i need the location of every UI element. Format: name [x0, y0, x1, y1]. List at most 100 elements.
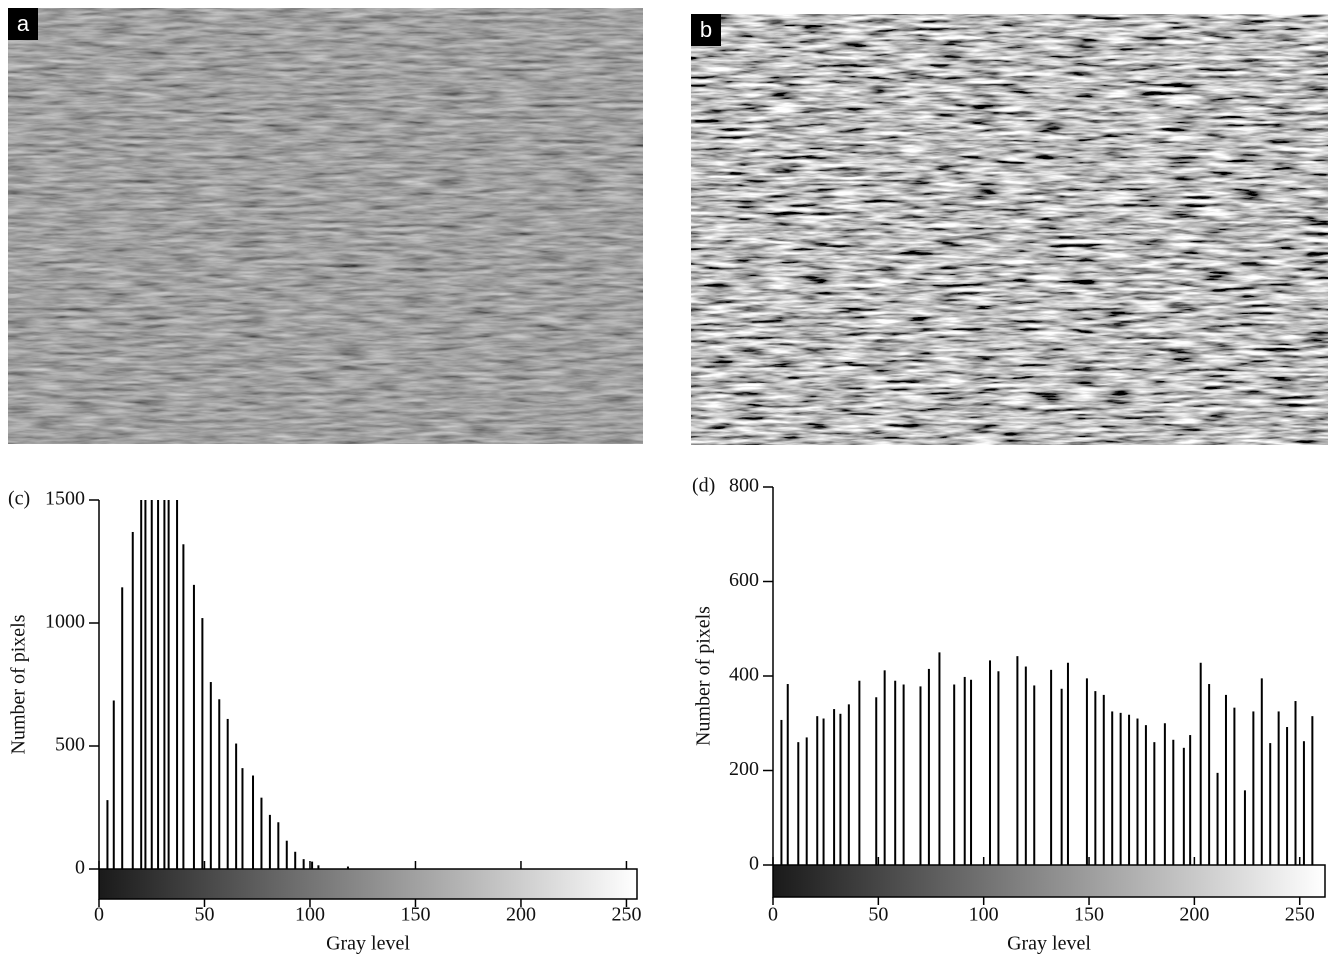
bar: [858, 680, 861, 865]
bar: [1269, 743, 1272, 865]
bar: [1302, 741, 1305, 865]
bar: [786, 684, 789, 865]
bar: [1016, 656, 1019, 865]
y-tick-label: 800: [729, 475, 759, 497]
bar: [192, 584, 195, 869]
x-tick-label: 250: [611, 904, 641, 926]
bar: [144, 500, 147, 869]
y-tick-label: 400: [729, 664, 759, 686]
bar: [1033, 685, 1036, 865]
bar: [106, 800, 109, 869]
bar: [209, 682, 212, 869]
bar: [167, 500, 170, 869]
bar: [1153, 742, 1156, 865]
bar: [927, 668, 930, 865]
bar: [241, 768, 244, 869]
label-box: [691, 14, 721, 46]
bar: [1128, 714, 1131, 865]
bar: [346, 866, 349, 869]
bar: [1224, 694, 1227, 865]
bar: [131, 531, 134, 869]
bar: [997, 671, 1000, 865]
panel-label: (d): [692, 475, 715, 497]
bar: [150, 500, 153, 869]
bar: [121, 587, 124, 869]
x-tick-label: 150: [400, 904, 430, 926]
x-tick-label: 0: [768, 904, 778, 926]
bar: [201, 618, 204, 869]
bar: [235, 743, 238, 869]
image-label: a: [17, 11, 30, 36]
x-tick-label: 100: [969, 904, 999, 926]
bar: [218, 699, 221, 869]
bar: [1085, 678, 1088, 865]
bar: [285, 840, 288, 869]
bar: [875, 697, 878, 865]
bar: [970, 679, 973, 865]
y-tick-label: 200: [729, 758, 759, 780]
bar: [953, 684, 956, 865]
x-tick-label: 100: [295, 904, 325, 926]
bar: [1163, 723, 1166, 865]
bar: [989, 660, 992, 865]
bar: [963, 676, 966, 865]
bar: [1260, 678, 1263, 865]
bar: [833, 709, 836, 865]
bar: [1066, 662, 1069, 865]
bar: [816, 716, 819, 865]
bar: [883, 670, 886, 865]
x-tick-label: 250: [1285, 904, 1315, 926]
bar: [1277, 711, 1280, 865]
panel-label: (c): [8, 488, 30, 510]
y-tick-label: 500: [55, 734, 85, 756]
bar: [1094, 691, 1097, 865]
y-axis-title: Number of pixels: [693, 606, 715, 746]
bar: [182, 544, 185, 869]
y-tick-label: 0: [749, 853, 759, 875]
bar: [1182, 747, 1185, 865]
x-tick-label: 50: [194, 904, 214, 926]
ultrasound-image: [8, 8, 643, 444]
y-tick-label: 0: [75, 857, 85, 879]
bar: [1102, 694, 1105, 865]
bar: [938, 652, 941, 865]
bar: [302, 859, 305, 869]
colorbar: [772, 864, 1326, 898]
bar: [140, 500, 143, 869]
image-label: b: [700, 17, 712, 42]
bar: [317, 865, 320, 869]
x-tick-label: 50: [868, 904, 888, 926]
bar: [1189, 735, 1192, 865]
bar: [1208, 684, 1211, 865]
y-tick-label: 1500: [45, 488, 85, 510]
bar: [1172, 739, 1175, 865]
bar: [1216, 772, 1219, 865]
bar: [1111, 711, 1114, 865]
x-tick-label: 200: [506, 904, 536, 926]
bar: [1144, 725, 1147, 865]
y-tick-label: 600: [729, 569, 759, 591]
bar: [797, 742, 800, 865]
bar: [163, 500, 166, 869]
bar: [277, 822, 280, 869]
x-tick-label: 150: [1074, 904, 1104, 926]
x-tick-label: 200: [1179, 904, 1209, 926]
bar: [311, 861, 314, 869]
bar: [1060, 688, 1063, 865]
bar: [1024, 666, 1027, 865]
bar: [894, 680, 897, 865]
bar: [112, 700, 115, 869]
bar: [902, 684, 905, 865]
bar: [780, 719, 783, 865]
x-axis-title: Gray level: [326, 933, 410, 955]
bar: [1199, 662, 1202, 865]
bar: [1286, 727, 1289, 865]
label-box: [8, 8, 38, 40]
colorbar: [98, 868, 638, 900]
x-tick-label: 0: [94, 904, 104, 926]
ultrasound-image: [691, 14, 1328, 445]
bar: [1243, 790, 1246, 865]
bar: [919, 686, 922, 865]
y-tick-label: 1000: [45, 611, 85, 633]
